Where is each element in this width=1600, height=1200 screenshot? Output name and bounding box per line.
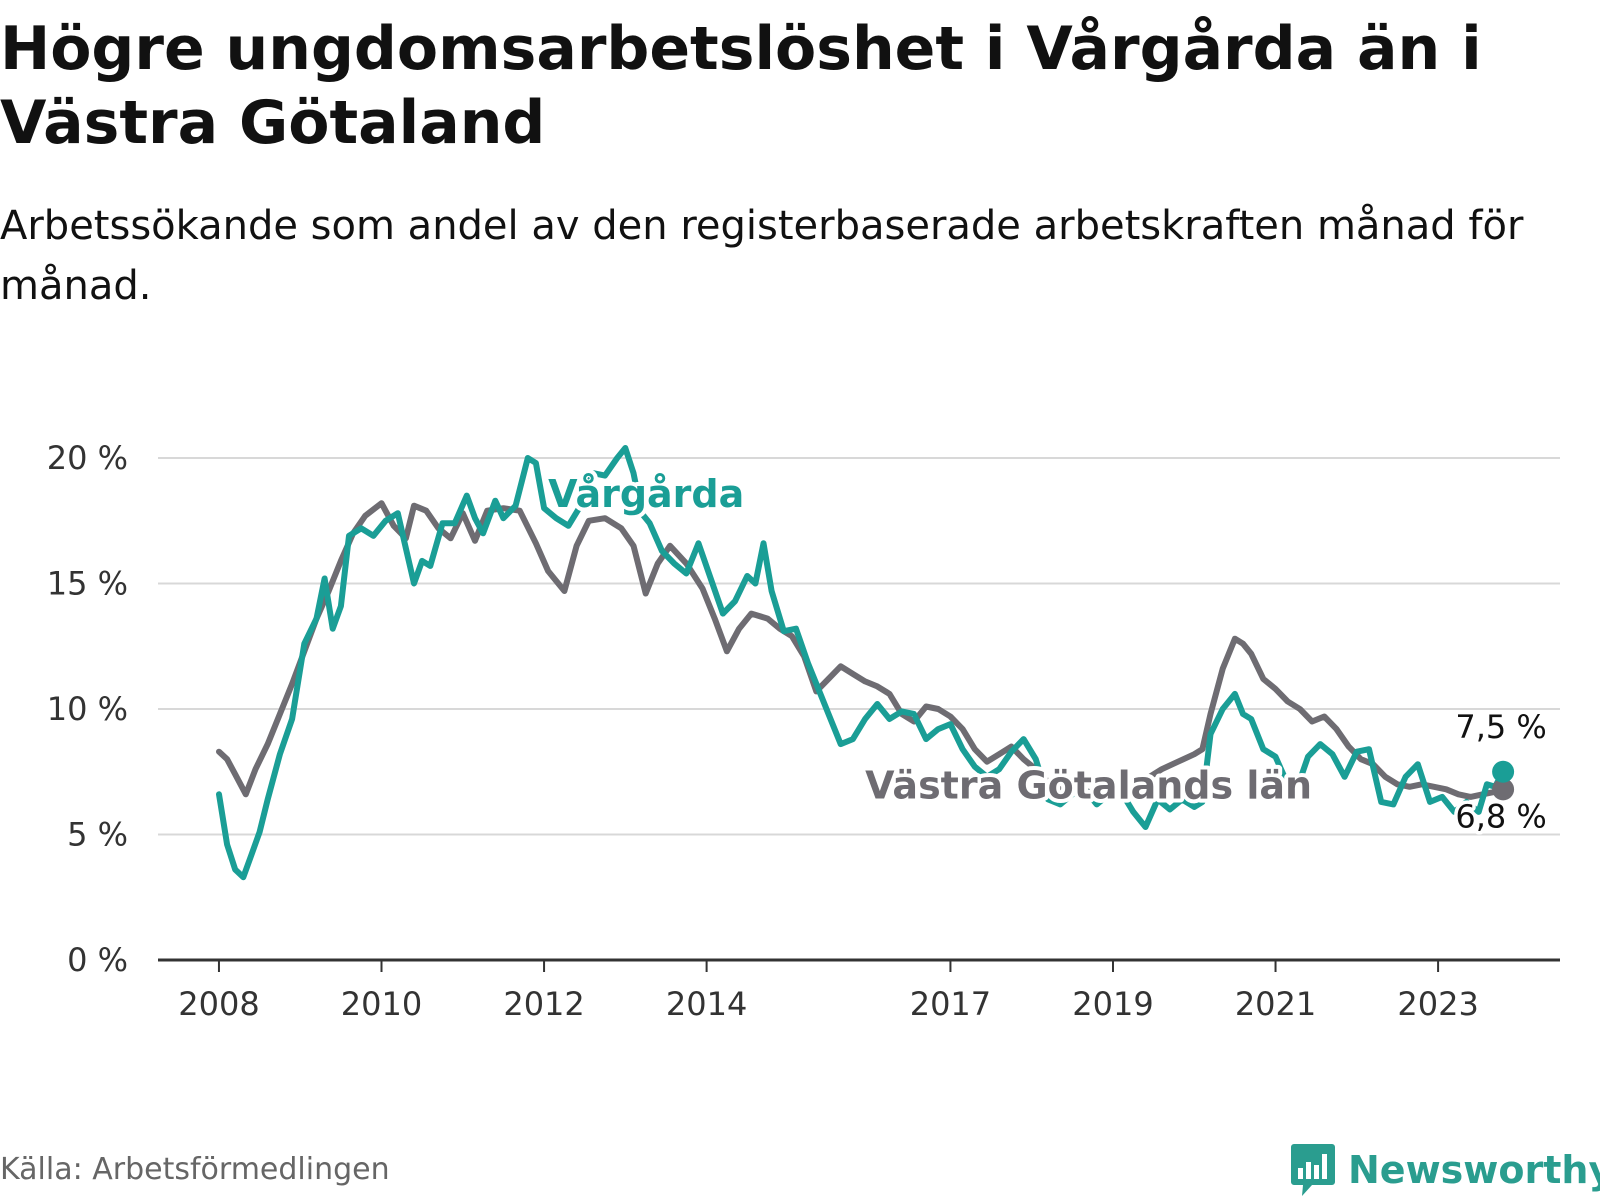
x-tick-label: 2008 — [178, 985, 259, 1023]
y-tick-label: 0 % — [67, 941, 128, 979]
x-tick-label: 2023 — [1397, 985, 1478, 1023]
x-tick-label: 2017 — [910, 985, 991, 1023]
x-tick-label: 2010 — [341, 985, 422, 1023]
brand-logo[interactable]: Newsworthy — [1290, 1140, 1600, 1200]
x-tick-label: 2021 — [1235, 985, 1316, 1023]
chart-subtitle: Arbetssökande som andel av den registerb… — [0, 203, 1524, 309]
y-tick-label: 20 % — [47, 439, 128, 477]
newsworthy-logo-icon — [1291, 1144, 1335, 1196]
y-tick-label: 10 % — [47, 690, 128, 728]
brand-name: Newsworthy — [1348, 1148, 1600, 1192]
x-tick-label: 2019 — [1072, 985, 1153, 1023]
series-line-lan — [216, 500, 1507, 800]
x-axis-ticks: 2008 2010 2012 2014 2017 2019 2021 2023 — [178, 960, 1479, 1023]
series-label-lan: Västra Götalands län — [865, 763, 1312, 807]
y-tick-label: 15 % — [47, 565, 128, 603]
x-tick-label: 2014 — [666, 985, 747, 1023]
source-note: Källa: Arbetsförmedlingen — [0, 1152, 390, 1187]
end-markers: 6,8 % 7,5 % — [1452, 704, 1550, 839]
series-lines — [216, 445, 1507, 881]
series-labels: Västra Götalands län Vårgårda — [544, 468, 1316, 811]
x-tick-label: 2012 — [503, 985, 584, 1023]
end-value-label-vargarda: 7,5 % — [1455, 708, 1546, 746]
y-axis-ticks: 0 % 5 % 10 % 15 % 20 % — [47, 439, 128, 979]
end-marker-vargarda — [1492, 760, 1515, 783]
end-marker-lan — [1492, 778, 1515, 801]
end-value-label-lan: 6,8 % — [1455, 797, 1546, 835]
series-line-vargarda — [216, 445, 1507, 881]
gridlines — [158, 457, 1560, 836]
y-tick-label: 5 % — [67, 816, 128, 854]
series-label-vargarda: Vårgårda — [548, 472, 744, 516]
chart-title: Högre ungdomsarbetslöshet i Vårgårda än … — [0, 14, 1482, 158]
